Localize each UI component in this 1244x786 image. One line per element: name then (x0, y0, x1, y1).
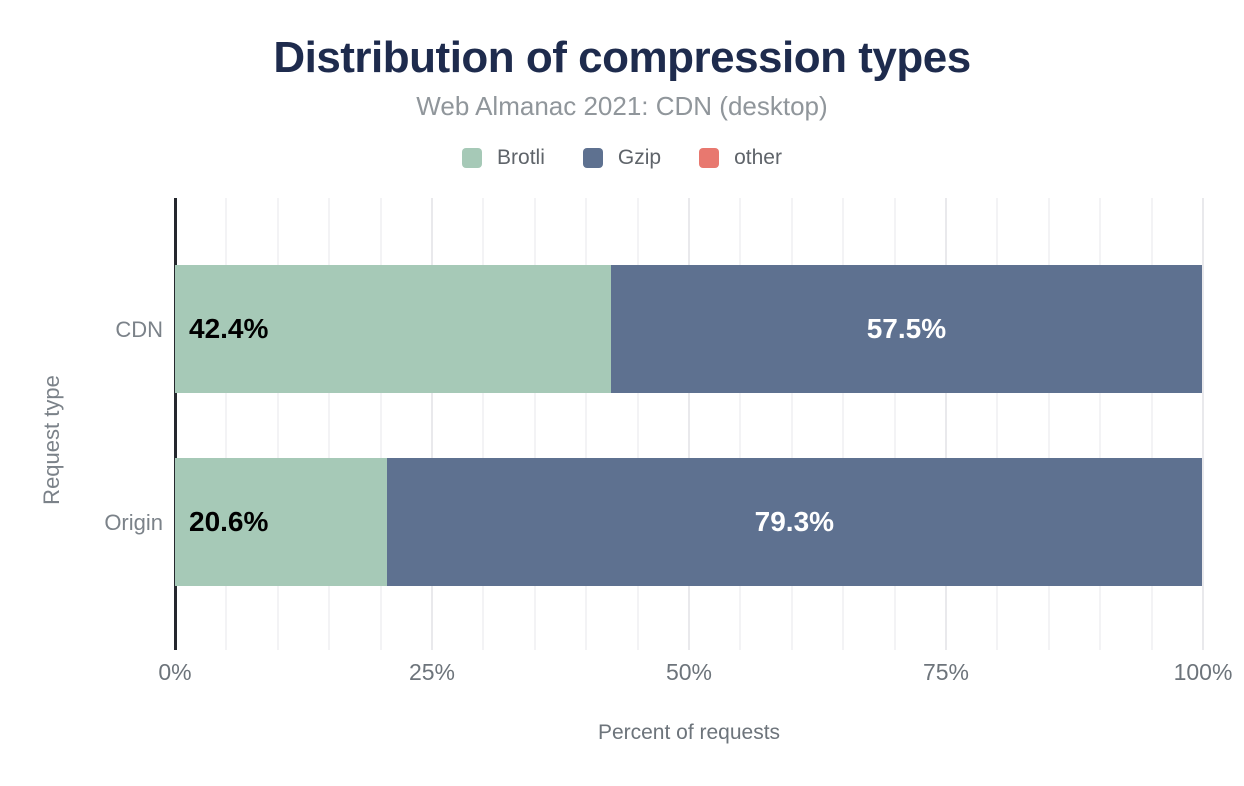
gridline (1047, 198, 1050, 650)
y-axis-title: Request type (39, 375, 64, 505)
gridline (893, 198, 896, 650)
x-axis-ticks: 0% 25% 50% 75% 100% (158, 659, 1232, 687)
bar-cdn-brotli-segment: 42.4% (175, 265, 611, 393)
value-label-cdn-brotli: 42.4% (189, 313, 269, 344)
gridline (1202, 198, 1204, 650)
plot-area: 42.4% 57.5% 20.6% 79.3% (174, 198, 1204, 650)
value-label-origin-gzip: 79.3% (754, 506, 835, 537)
legend-swatch-gzip (582, 148, 603, 168)
legend-label-brotli: Brotli (497, 146, 545, 169)
gridline (482, 198, 485, 650)
gridline (328, 198, 331, 650)
gridline (996, 198, 999, 650)
gridlines (175, 198, 1204, 650)
gridline (1150, 198, 1153, 650)
bar-row-origin: 20.6% 79.3% (175, 458, 1203, 586)
legend: Brotli Gzip other (0, 146, 1244, 170)
chart-subtitle: Web Almanac 2021: CDN (desktop) (416, 91, 828, 121)
legend-swatch-other (699, 148, 720, 168)
gridline (945, 198, 947, 650)
gridline (1099, 198, 1102, 650)
legend-item-other: other (699, 146, 782, 170)
x-tick-75: 75% (922, 659, 970, 685)
category-label-origin: Origin (104, 510, 163, 535)
x-tick-100: 100% (1173, 659, 1233, 685)
chart-title: Distribution of compression types (273, 33, 971, 82)
legend-item-brotli: Brotli (462, 146, 545, 170)
gridline (225, 198, 228, 650)
legend-item-gzip: Gzip (582, 146, 662, 170)
gridline (688, 198, 690, 650)
gridline (276, 198, 279, 650)
gridline (636, 198, 639, 650)
bar-row-cdn: 42.4% 57.5% (175, 265, 1203, 393)
legend-label-gzip: Gzip (617, 146, 662, 169)
category-label-cdn: CDN (115, 317, 163, 342)
legend-label-other: other (734, 146, 782, 169)
gridline (533, 198, 536, 650)
gridline (739, 198, 742, 650)
bar-origin-gzip-segment: 79.3% (386, 458, 1202, 586)
y-axis-line (174, 198, 177, 650)
legend-swatch-brotli (462, 148, 483, 168)
value-label-origin-brotli: 20.6% (189, 506, 269, 537)
gridline (790, 198, 793, 650)
value-label-cdn-gzip: 57.5% (866, 313, 947, 344)
x-axis-title: Percent of requests (597, 721, 781, 744)
gridline (379, 198, 382, 650)
x-tick-0: 0% (158, 659, 192, 685)
gridline (431, 198, 433, 650)
x-tick-25: 25% (408, 659, 456, 685)
bar-origin-brotli-segment: 20.6% (175, 458, 387, 586)
x-tick-50: 50% (665, 659, 713, 685)
gridline (585, 198, 588, 650)
gridline (842, 198, 845, 650)
bar-cdn-gzip-segment: 57.5% (610, 265, 1202, 393)
